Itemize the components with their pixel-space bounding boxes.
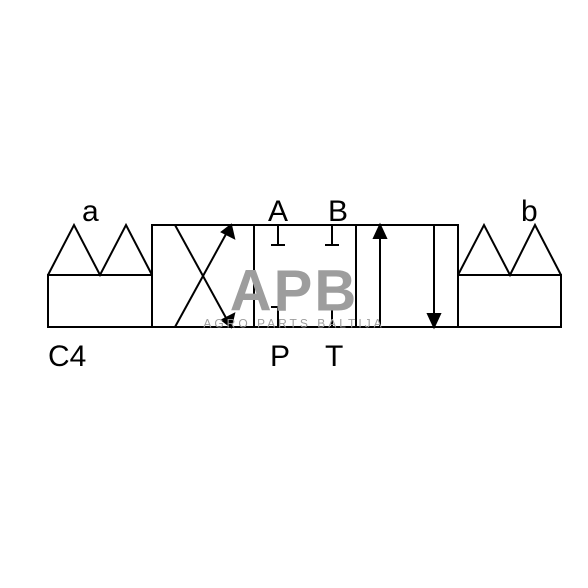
label-A: A [268,195,288,229]
right-solenoid-zigzag [458,225,561,275]
label-B: B [328,195,348,229]
label-b: b [521,195,538,229]
label-P: P [270,340,290,374]
valve-schematic-container: a A B b C4 P T APB AGRO PARTS BALTIJA [0,0,588,588]
right-cell-PA-arrow [374,225,386,238]
label-C4: C4 [48,340,86,374]
left-actuator-box [48,275,152,327]
left-solenoid-zigzag [48,225,152,275]
valve-schematic-svg [0,0,588,588]
label-a: a [82,195,99,229]
right-cell-BT-arrow [428,314,440,327]
right-actuator-box [458,275,561,327]
valve-body [152,225,458,327]
label-T: T [325,340,343,374]
